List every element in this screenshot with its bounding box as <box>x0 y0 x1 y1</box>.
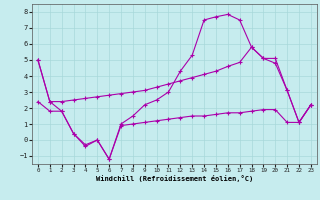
X-axis label: Windchill (Refroidissement éolien,°C): Windchill (Refroidissement éolien,°C) <box>96 175 253 182</box>
